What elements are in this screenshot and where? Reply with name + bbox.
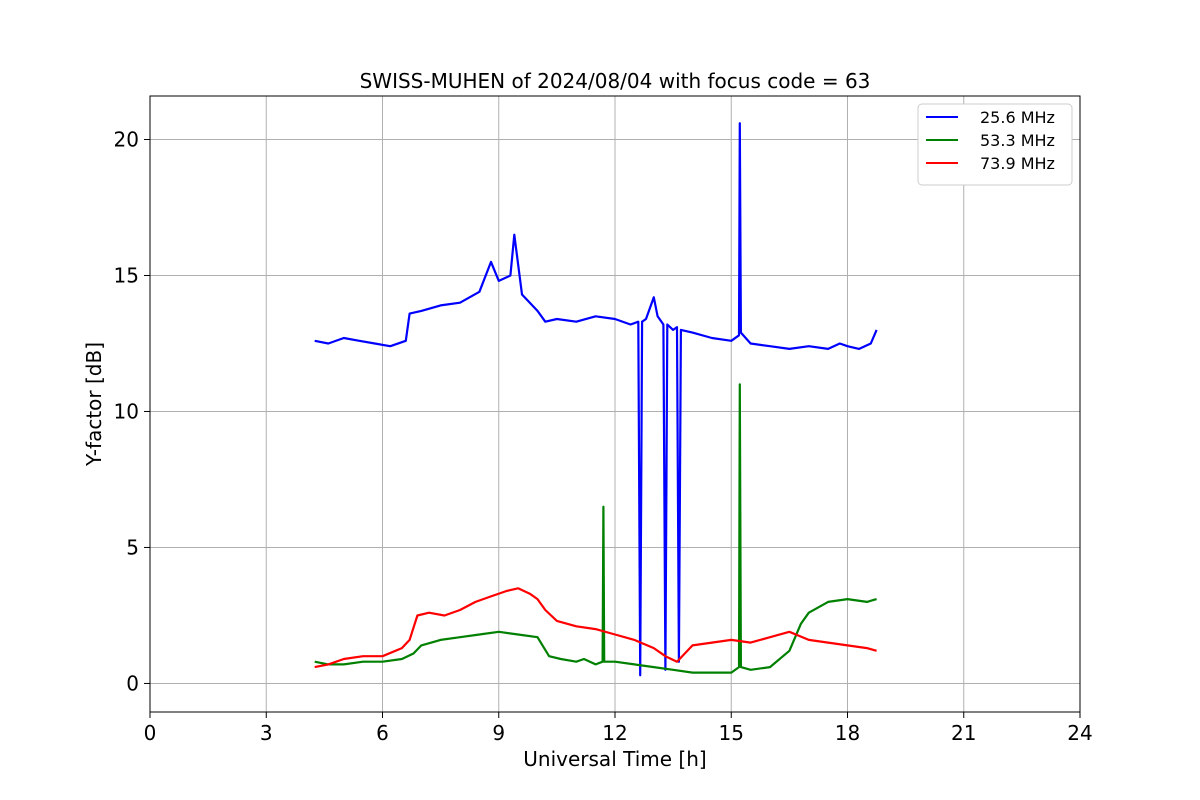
- x-tick-label: 24: [1067, 721, 1092, 745]
- x-tick-label: 9: [492, 721, 505, 745]
- legend-label: 25.6 MHz: [980, 108, 1055, 127]
- legend-label: 73.9 MHz: [980, 154, 1055, 173]
- x-axis-label: Universal Time [h]: [523, 747, 706, 771]
- y-tick-label: 0: [126, 671, 139, 695]
- x-tick-label: 3: [260, 721, 273, 745]
- y-tick-label: 20: [114, 128, 139, 152]
- y-tick-label: 10: [114, 399, 139, 423]
- legend-label: 53.3 MHz: [980, 131, 1055, 150]
- legend: 25.6 MHz 53.3 MHz 73.9 MHz: [917, 103, 1073, 186]
- y-axis-label: Y-factor [dB]: [82, 342, 106, 467]
- x-tick-label: 12: [602, 721, 627, 745]
- axis-ticks: 0 3 6 9 12 15 18 21 24 0 5 10 15 20: [114, 128, 1093, 745]
- y-tick-label: 15: [114, 263, 139, 287]
- y-tick-label: 5: [126, 535, 139, 559]
- x-tick-label: 6: [376, 721, 389, 745]
- series-line-25-6-mhz: [314, 122, 878, 677]
- x-tick-label: 21: [951, 721, 976, 745]
- chart-title: SWISS-MUHEN of 2024/08/04 with focus cod…: [360, 69, 871, 93]
- legend-box: [917, 103, 1073, 186]
- series-line-73-9-mhz: [314, 587, 877, 669]
- x-tick-label: 0: [144, 721, 157, 745]
- series-line-53-3-mhz: [314, 383, 877, 674]
- series-lines: [314, 122, 878, 677]
- x-tick-label: 15: [719, 721, 744, 745]
- x-tick-label: 18: [835, 721, 860, 745]
